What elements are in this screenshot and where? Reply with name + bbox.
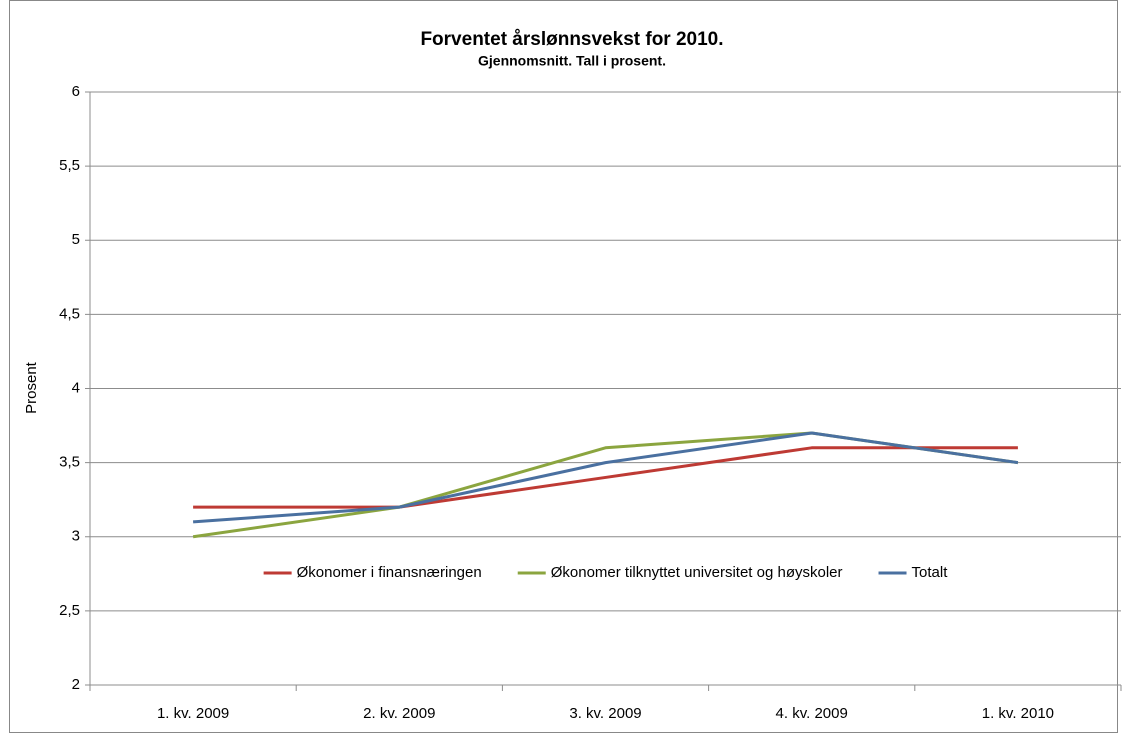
chart-subtitle: Gjennomsnitt. Tall i prosent. bbox=[478, 53, 666, 69]
y-tick-label: 6 bbox=[72, 83, 80, 100]
y-tick-label: 2,5 bbox=[59, 602, 80, 619]
x-tick-label: 2. kv. 2009 bbox=[363, 705, 435, 722]
legend-label: Økonomer i finansnæringen bbox=[297, 564, 482, 581]
y-tick-label: 4 bbox=[72, 379, 80, 396]
x-tick-label: 4. kv. 2009 bbox=[776, 705, 848, 722]
y-axis-label: Prosent bbox=[23, 361, 40, 414]
y-tick-label: 5,5 bbox=[59, 157, 80, 174]
y-tick-label: 3,5 bbox=[59, 454, 80, 471]
x-tick-label: 1. kv. 2009 bbox=[157, 705, 229, 722]
y-tick-label: 5 bbox=[72, 231, 80, 248]
x-tick-label: 3. kv. 2009 bbox=[569, 705, 641, 722]
y-tick-label: 3 bbox=[72, 528, 80, 545]
y-tick-label: 4,5 bbox=[59, 305, 80, 322]
legend-label: Totalt bbox=[912, 564, 949, 581]
chart-title: Forventet årslønnsvekst for 2010. bbox=[420, 29, 723, 50]
data-line bbox=[193, 446, 1018, 509]
legend-label: Økonomer tilknyttet universitet og høysk… bbox=[551, 564, 843, 581]
chart-border bbox=[9, 0, 1118, 733]
data-line bbox=[192, 431, 1019, 524]
y-tick-label: 2 bbox=[72, 676, 80, 693]
x-tick-label: 1. kv. 2010 bbox=[982, 705, 1054, 722]
